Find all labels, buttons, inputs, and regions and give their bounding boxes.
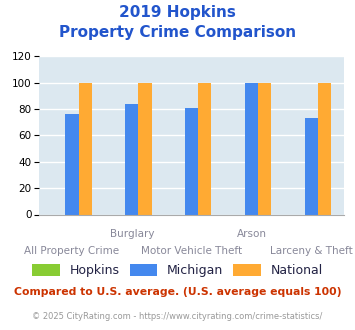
Legend: Hopkins, Michigan, National: Hopkins, Michigan, National (27, 259, 328, 282)
Bar (198, 82, 212, 214)
Text: Property Crime Comparison: Property Crime Comparison (59, 25, 296, 40)
Bar (138, 82, 152, 214)
Bar (305, 118, 318, 214)
Text: © 2025 CityRating.com - https://www.cityrating.com/crime-statistics/: © 2025 CityRating.com - https://www.city… (32, 312, 323, 321)
Bar (65, 114, 78, 214)
Text: Burglary: Burglary (110, 229, 154, 239)
Bar (125, 104, 138, 214)
Bar (78, 82, 92, 214)
Text: Larceny & Theft: Larceny & Theft (270, 246, 353, 256)
Text: 2019 Hopkins: 2019 Hopkins (119, 5, 236, 20)
Text: Arson: Arson (236, 229, 267, 239)
Text: Compared to U.S. average. (U.S. average equals 100): Compared to U.S. average. (U.S. average … (14, 287, 341, 297)
Text: All Property Crime: All Property Crime (24, 246, 120, 256)
Bar (258, 82, 271, 214)
Bar (185, 108, 198, 214)
Bar (318, 82, 331, 214)
Text: Motor Vehicle Theft: Motor Vehicle Theft (141, 246, 242, 256)
Bar (245, 82, 258, 214)
